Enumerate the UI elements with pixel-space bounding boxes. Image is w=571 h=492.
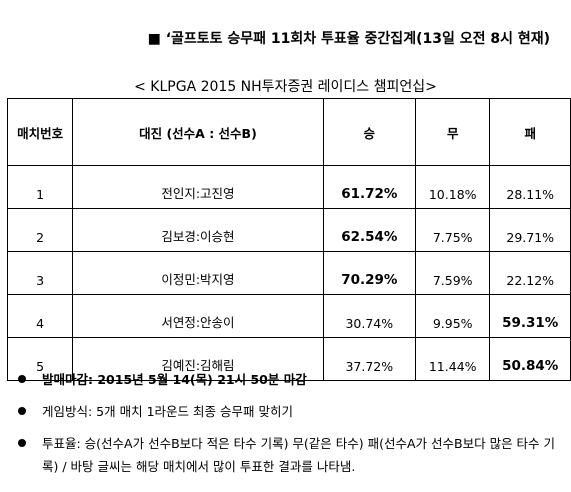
table-row: 1 전인지:고진영 61.72% 10.18% 28.11%	[6, 165, 571, 209]
table-cell: 7.59%	[414, 251, 491, 295]
notes: 발매마감: 2015년 5월 14(목) 21시 50분 마감 게임방식: 5개…	[18, 368, 558, 487]
subtitle: < KLPGA 2015 NH투자증권 레이디스 챔피언십>	[134, 79, 437, 95]
column-header: 패	[489, 98, 571, 166]
header-row: 매치번호 대진 (선수A : 선수B) 승 무 패	[6, 98, 571, 166]
table-cell: 2	[6, 208, 74, 252]
table-row: 4 서연정:안송이 30.74% 9.95% 59.31%	[6, 294, 571, 338]
table-cell: 59.31%	[489, 294, 571, 338]
table-cell: 3	[6, 251, 74, 295]
column-header: 매치번호	[6, 98, 74, 166]
column-header: 승	[322, 98, 416, 166]
table-cell: 서연정:안송이	[72, 294, 324, 338]
table-cell: 50.84%	[489, 337, 571, 381]
table-cell: 1	[6, 165, 74, 209]
table-cell: 62.54%	[322, 208, 416, 252]
note: 투표율: 승(선수A가 선수B보다 적은 타수 기록) 무(같은 타수) 패(선…	[18, 432, 558, 478]
note: 게임방식: 5개 매치 1라운드 최종 승무패 맞히기	[18, 400, 558, 423]
note: 발매마감: 2015년 5월 14(목) 21시 50분 마감	[18, 368, 558, 391]
table-cell: 22.12%	[489, 251, 571, 295]
table-cell: 61.72%	[322, 165, 416, 209]
table-cell: 7.75%	[414, 208, 491, 252]
vote-table: 매치번호 대진 (선수A : 선수B) 승 무 패 1 전인지:고진영 61.72%…	[6, 98, 571, 381]
table-cell: 이정민:박지영	[72, 251, 324, 295]
column-header: 무	[414, 98, 491, 166]
table-cell: 11.44%	[414, 337, 491, 381]
table-row: 2 김보경:이승현 62.54% 7.75% 29.71%	[6, 208, 571, 252]
table-cell: 28.11%	[489, 165, 571, 209]
column-header: 대진 (선수A : 선수B)	[72, 98, 324, 166]
table-cell: 10.18%	[414, 165, 491, 209]
table-cell: 4	[6, 294, 74, 338]
table-row: 3 이정민:박지영 70.29% 7.59% 22.12%	[6, 251, 571, 295]
table-cell: 5	[6, 337, 74, 381]
table-cell: 29.71%	[489, 208, 571, 252]
table-cell: 김보경:이승현	[72, 208, 324, 252]
table-cell: 전인지:고진영	[72, 165, 324, 209]
table-cell: 30.74%	[322, 294, 416, 338]
table-cell: 9.95%	[414, 294, 491, 338]
table-cell: 70.29%	[322, 251, 416, 295]
title: ■ ‘골프토토 승무패 11회차 투표율 중간집계(13일 오전 8시 현재)	[147, 31, 550, 47]
table-row: 5 김예진:김해림 37.72% 11.44% 50.84%	[6, 337, 571, 381]
